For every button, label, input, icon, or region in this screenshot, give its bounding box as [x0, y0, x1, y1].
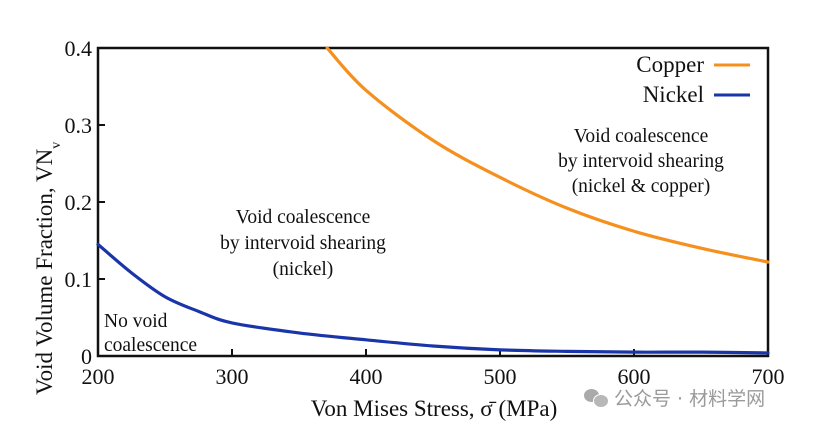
y-tick-label: 0.3 [65, 113, 93, 138]
ticks: 200 300 400 500 600 700 0 0.1 0.2 0.3 0.4 [65, 36, 785, 389]
x-tick-label: 300 [216, 364, 249, 389]
series-line-nickel [96, 242, 770, 355]
y-tick-label: 0 [81, 344, 92, 369]
y-axis-title: Void Volume Fraction, VNv [32, 142, 64, 395]
annotation-no-coalescence: No void coalescence [104, 311, 197, 356]
annotation-line: No void [104, 311, 168, 332]
annotation-line: coalescence [104, 335, 197, 356]
legend-label-nickel: Nickel [643, 82, 704, 107]
annotation-line: (nickel & copper) [572, 176, 711, 197]
series-line-copper [325, 46, 770, 264]
y-tick-label: 0.2 [65, 190, 93, 215]
x-tick-label: 200 [82, 364, 115, 389]
watermark-text: 公众号 · 材料学网 [614, 388, 766, 410]
x-tick-label: 500 [484, 364, 517, 389]
legend-label-copper: Copper [636, 52, 704, 77]
annotation-line: by intervoid shearing [220, 233, 386, 254]
annotation-line: (nickel) [273, 259, 334, 280]
y-tick-label: 0.4 [65, 36, 93, 61]
annotation-line: Void coalescence [236, 207, 370, 228]
x-tick-label: 400 [350, 364, 383, 389]
series-group [96, 46, 770, 355]
annotation-line: by intervoid shearing [558, 151, 724, 172]
x-axis-title: Von Mises Stress, σ̄ (MPa) [311, 396, 557, 421]
wechat-icon [584, 388, 609, 408]
legend: Copper Nickel [636, 52, 750, 107]
annotation-nickel-region: Void coalescence by intervoid shearing (… [220, 207, 386, 280]
annotation-both-region: Void coalescence by intervoid shearing (… [558, 126, 724, 197]
y-tick-label: 0.1 [65, 267, 93, 292]
watermark: 公众号 · 材料学网 [584, 384, 765, 411]
annotation-line: Void coalescence [574, 126, 708, 147]
x-tick-label: 600 [618, 364, 651, 389]
x-tick-label: 700 [752, 364, 785, 389]
